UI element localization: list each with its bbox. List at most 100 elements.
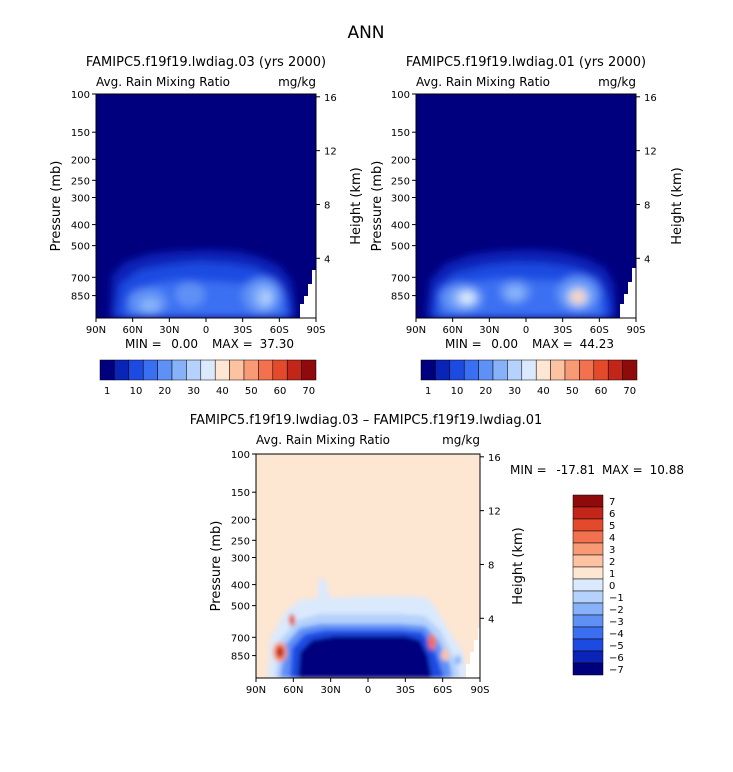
min-value: 0.00 xyxy=(491,337,518,351)
height-ticks: 16 12 8 4 xyxy=(316,93,337,265)
x-tick-label: 30S xyxy=(553,325,572,336)
pressure-tick-label: 250 xyxy=(391,176,410,187)
pressure-ticks: 100 150 200 250 300 400 500 700 850 xyxy=(231,450,256,663)
contour-field xyxy=(416,94,636,318)
colorbar-swatch xyxy=(593,359,609,381)
pressure-ticks: 100 150 200 250 300 400 500 700 850 xyxy=(391,90,416,303)
colorbar-label: 70 xyxy=(623,386,636,397)
units-label: mg/kg xyxy=(278,75,316,89)
x-tick-label: 30N xyxy=(159,325,179,336)
pressure-tick-label: 400 xyxy=(391,221,410,232)
pressure-tick-label: 500 xyxy=(231,602,250,613)
pressure-tick-label: 250 xyxy=(71,176,90,187)
colorbar-label: 1 xyxy=(104,386,110,397)
pressure-tick-label: 850 xyxy=(71,292,90,303)
colorbar-label: 50 xyxy=(566,386,579,397)
ylabel-right: Height (km) xyxy=(349,167,364,244)
colorbar-swatch xyxy=(142,359,158,381)
units-label: mg/kg xyxy=(442,433,480,447)
colorbar-swatch xyxy=(572,614,604,628)
colorbar-swatch xyxy=(572,506,604,520)
colorbar-label: 4 xyxy=(609,533,615,544)
height-tick-label: 4 xyxy=(644,254,650,265)
page-title: ANN xyxy=(347,23,384,43)
pressure-tick-label: 700 xyxy=(391,273,410,284)
pressure-tick-label: 700 xyxy=(71,273,90,284)
panel-case1: FAMIPC5.f19f19.lwdiag.03 (yrs 2000) Avg.… xyxy=(49,55,364,397)
colorbar-label: 6 xyxy=(609,509,615,520)
colorbar-swatch xyxy=(157,359,173,381)
x-tick-label: 0 xyxy=(203,325,209,336)
height-tick-label: 12 xyxy=(488,507,501,518)
height-tick-label: 8 xyxy=(488,560,494,571)
x-ticks: 90N 60N 30N 0 30S 60S 90S xyxy=(86,318,326,336)
colorbar-label: 60 xyxy=(595,386,608,397)
x-tick-label: 60N xyxy=(283,685,303,696)
colorbar-swatch xyxy=(200,359,216,381)
contour-field xyxy=(256,454,480,678)
colorbar-label: −5 xyxy=(609,641,624,652)
colorbar-label: 5 xyxy=(609,521,615,532)
colorbar-swatch xyxy=(607,359,623,381)
colorbar-swatch xyxy=(186,359,202,381)
x-tick-label: 60S xyxy=(590,325,609,336)
height-tick-label: 8 xyxy=(644,200,650,211)
pressure-tick-label: 500 xyxy=(391,242,410,253)
colorbar-label: −2 xyxy=(609,605,624,616)
colorbar-label: −1 xyxy=(609,593,624,604)
x-ticks: 90N 60N 30N 0 30S 60S 90S xyxy=(246,678,490,696)
panel-case2: FAMIPC5.f19f19.lwdiag.01 (yrs 2000) Avg.… xyxy=(370,55,685,397)
max-value: 37.30 xyxy=(260,337,294,351)
colorbar-label: 60 xyxy=(274,386,287,397)
pressure-tick-label: 150 xyxy=(391,128,410,139)
colorbar-swatch xyxy=(550,359,566,381)
colorbar-swatch xyxy=(286,359,302,381)
colorbar-swatch xyxy=(572,530,604,544)
min-label: MIN = xyxy=(510,463,547,477)
colorbar-swatch xyxy=(521,359,537,381)
x-tick-label: 90N xyxy=(86,325,106,336)
pressure-tick-label: 150 xyxy=(231,488,250,499)
x-tick-label: 60N xyxy=(123,325,143,336)
colorbar-label: 1 xyxy=(425,386,431,397)
height-ticks: 16 12 8 4 xyxy=(480,453,501,625)
colorbar-swatch xyxy=(243,359,259,381)
x-tick-label: 30S xyxy=(233,325,252,336)
colorbar-swatch xyxy=(572,590,604,604)
max-label: MAX = xyxy=(532,337,573,351)
colorbar: 1 10 20 30 40 50 60 70 xyxy=(99,359,317,397)
variable-label: Avg. Rain Mixing Ratio xyxy=(416,75,550,89)
height-ticks: 16 12 8 4 xyxy=(636,93,657,265)
colorbar-swatch xyxy=(572,494,604,508)
colorbar-swatch xyxy=(492,359,508,381)
colorbar-swatch xyxy=(258,359,274,381)
max-label: MAX = xyxy=(602,463,643,477)
variable-label: Avg. Rain Mixing Ratio xyxy=(96,75,230,89)
height-tick-label: 12 xyxy=(644,147,657,158)
colorbar-label: 50 xyxy=(245,386,258,397)
pressure-ticks: 100 150 200 250 300 400 500 700 850 xyxy=(71,90,96,303)
height-tick-label: 4 xyxy=(324,254,330,265)
colorbar-swatch xyxy=(435,359,451,381)
panel-title: FAMIPC5.f19f19.lwdiag.03 (yrs 2000) xyxy=(86,55,326,70)
colorbar-swatch xyxy=(572,542,604,556)
ylabel-right: Height (km) xyxy=(670,167,685,244)
pressure-tick-label: 100 xyxy=(231,450,250,461)
colorbar-swatch xyxy=(572,602,604,616)
colorbar-label: 70 xyxy=(302,386,315,397)
colorbar-swatch xyxy=(171,359,187,381)
colorbar-swatch xyxy=(622,359,638,381)
height-tick-label: 12 xyxy=(324,147,337,158)
contour-field xyxy=(96,94,316,318)
colorbar-label: −3 xyxy=(609,617,624,628)
colorbar-swatch xyxy=(572,638,604,652)
pressure-tick-label: 300 xyxy=(231,553,250,564)
colorbar-label: 30 xyxy=(508,386,521,397)
colorbar-swatch xyxy=(564,359,580,381)
max-label: MAX = xyxy=(212,337,253,351)
colorbar-label: −4 xyxy=(609,629,624,640)
colorbar-swatch xyxy=(420,359,436,381)
colorbar-swatch xyxy=(128,359,144,381)
colorbar-swatch xyxy=(572,578,604,592)
